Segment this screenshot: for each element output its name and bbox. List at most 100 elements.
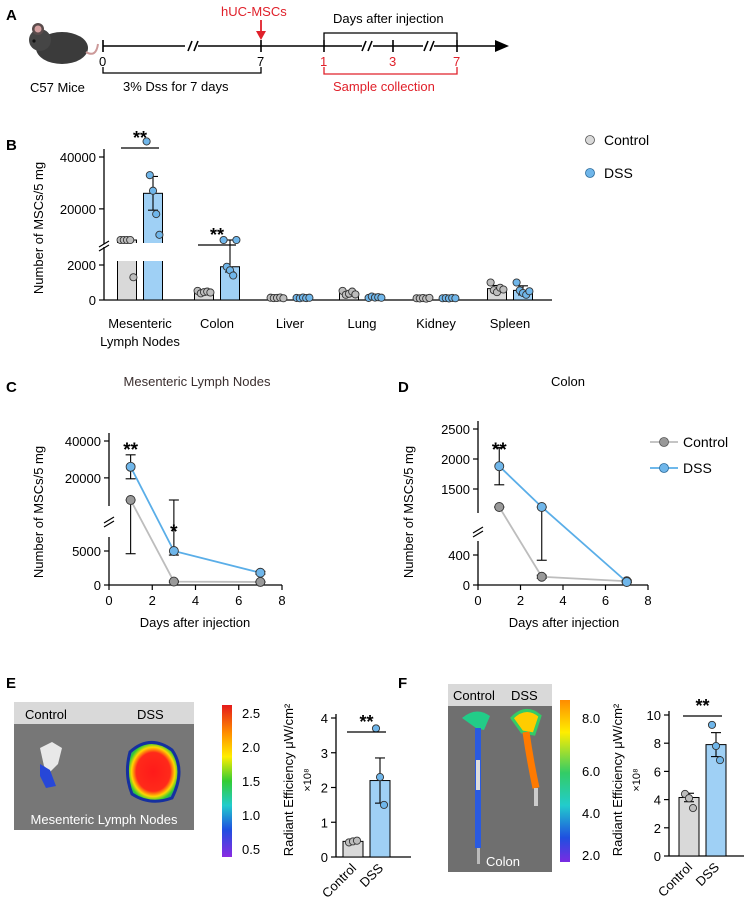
b-point-1-4-4 (451, 294, 460, 303)
treatment-arrow (256, 20, 266, 40)
d-legend-dss: DSS (683, 460, 712, 476)
c-xtick-label-3: 6 (235, 593, 242, 608)
e-xtick-label-0: Control (319, 860, 359, 900)
b-sig-label-0: ** (133, 128, 147, 148)
d-annotation-0: ** (492, 440, 507, 461)
b-xtick-label-3-0: Lung (348, 316, 377, 331)
panel-label-d: D (398, 379, 409, 396)
d-point-1-0 (494, 461, 505, 472)
d-point-1-2 (621, 577, 632, 587)
f-scale-tick-2: 4.0 (582, 806, 600, 821)
c-xtick-label-2: 4 (192, 593, 199, 608)
panel-a: A C57 Mice hUC-MSC (6, 4, 509, 95)
b-point-0-5-0 (486, 278, 495, 287)
e-imaging-photo: Control DSS Mesenteric Lymph Nodes (14, 702, 194, 830)
f-dss-cecum (510, 709, 542, 736)
f-point-1-1 (711, 741, 721, 751)
b-legend-dss-marker (585, 168, 595, 178)
b-axis-break-b (98, 244, 110, 252)
c-point-1-2 (255, 567, 266, 578)
b-point-0-3-4 (351, 290, 360, 299)
sample-day-3: 3 (389, 54, 396, 69)
b-point-1-1-4 (232, 235, 241, 245)
b-point-1-1-3 (229, 271, 238, 280)
f-scale-tick-3: 2.0 (582, 848, 600, 863)
e-multiplier: ×10⁸ (302, 768, 314, 791)
e-ytick-label-4: 4 (321, 711, 328, 726)
c-series-line-1 (129, 466, 261, 574)
b-point-0-0-3 (126, 235, 135, 245)
d-point-0-0 (494, 502, 505, 512)
b-point-1-2-4 (305, 293, 314, 302)
d-legend: Control DSS (650, 434, 728, 476)
d-ytick-label-upper-1: 2000 (441, 452, 470, 467)
e-point-1-1 (375, 773, 385, 782)
d-xtick-label-0: 0 (474, 593, 481, 608)
e-ytick-label-3: 3 (321, 746, 328, 761)
d-legend-dss-marker (659, 463, 669, 473)
c-ytick-label-upper-1: 40000 (65, 434, 101, 449)
f-scale-tick-1: 6.0 (582, 764, 600, 779)
b-point-1-0-2 (148, 186, 158, 195)
b-ytick-label-lower-1: 2000 (67, 258, 96, 273)
b-ylabel: Number of MSCs/5 mg (31, 162, 46, 294)
f-sig-label: ** (695, 696, 709, 716)
timeline-arrowhead (495, 40, 509, 52)
tick-day-0: 0 (99, 54, 106, 69)
f-ytick-label-1: 2 (654, 821, 661, 836)
panel-label-b: B (6, 137, 17, 154)
d-axis-break-b (472, 530, 484, 538)
d-xtick-label-4: 8 (644, 593, 651, 608)
c-point-0-2 (255, 576, 266, 587)
b-bar-gap-1-0 (142, 243, 164, 261)
d-point-1-1 (536, 502, 547, 512)
b-ytick-label-lower-0: 0 (89, 293, 96, 308)
c-xlabel: Days after injection (140, 615, 251, 630)
b-point-1-1-0 (219, 235, 228, 245)
b-xtick-label-5-0: Spleen (490, 316, 530, 331)
d-xlabel: Days after injection (509, 615, 620, 630)
c-ytick-label-lower-1: 5000 (72, 544, 101, 559)
b-legend-dss: DSS (604, 165, 633, 181)
f-photo-dss-label: DSS (511, 688, 538, 703)
f-point-0-1 (684, 794, 694, 803)
d-ytick-label-upper-2: 2500 (441, 422, 470, 437)
d-ylabel: Number of MSCs/5 mg (401, 446, 416, 578)
e-control-tissue (40, 742, 62, 772)
tick-day-7: 7 (257, 54, 264, 69)
c-point-0-1 (168, 576, 179, 587)
b-plot-area: 0 2000 20000 40000 Mesenteric Lymph Nodes Colo… (60, 128, 552, 349)
b-bar-gap-0-0 (116, 243, 138, 261)
f-point-0-2 (688, 804, 698, 813)
d-plot-area: 0 400 1500 2000 2500 0 2 4 6 8 ** (441, 421, 652, 608)
b-xtick-label-0-1: Lymph Nodes (100, 334, 180, 349)
sample-day-1: 1 (320, 54, 327, 69)
dss-label: 3% Dss for 7 days (123, 79, 229, 94)
f-point-1-2 (715, 756, 725, 765)
panel-label-e: E (6, 675, 16, 692)
e-ytick-label-0: 0 (321, 850, 328, 865)
f-color-scale: 8.0 6.0 4.0 2.0 (560, 700, 600, 863)
days-after-bracket (323, 32, 458, 40)
treatment-label: hUC-MSCs (221, 4, 287, 19)
mouse-label: C57 Mice (30, 80, 85, 95)
c-ylabel: Number of MSCs/5 mg (31, 446, 46, 578)
days-after-label: Days after injection (333, 11, 444, 26)
f-point-1-0 (707, 720, 717, 729)
c-xtick-label-0: 0 (105, 593, 112, 608)
c-ytick-label-lower-0: 0 (94, 578, 101, 593)
f-ytick-label-2: 4 (654, 793, 661, 808)
panel-d: D Colon Number of MSCs/5 mg Days after i… (398, 374, 728, 630)
f-control-tail (477, 848, 480, 864)
e-ylabel: Radiant Efficiency μW/cm² (281, 703, 296, 856)
b-ytick-label-upper-0: 20000 (60, 202, 96, 217)
panel-label-c: C (6, 379, 17, 396)
c-annotation-1: * (170, 522, 178, 543)
b-axis-break-a (98, 240, 110, 248)
panel-f: F Control DSS Colon 8.0 6.0 4.0 2.0 Radi… (398, 675, 744, 900)
b-point-1-0-3 (152, 210, 161, 219)
e-scale-bar (222, 705, 232, 857)
c-gap-spacer (111, 517, 284, 527)
f-ylabel: Radiant Efficiency μW/cm² (610, 703, 625, 856)
c-title: Mesenteric Lymph Nodes (124, 374, 271, 389)
